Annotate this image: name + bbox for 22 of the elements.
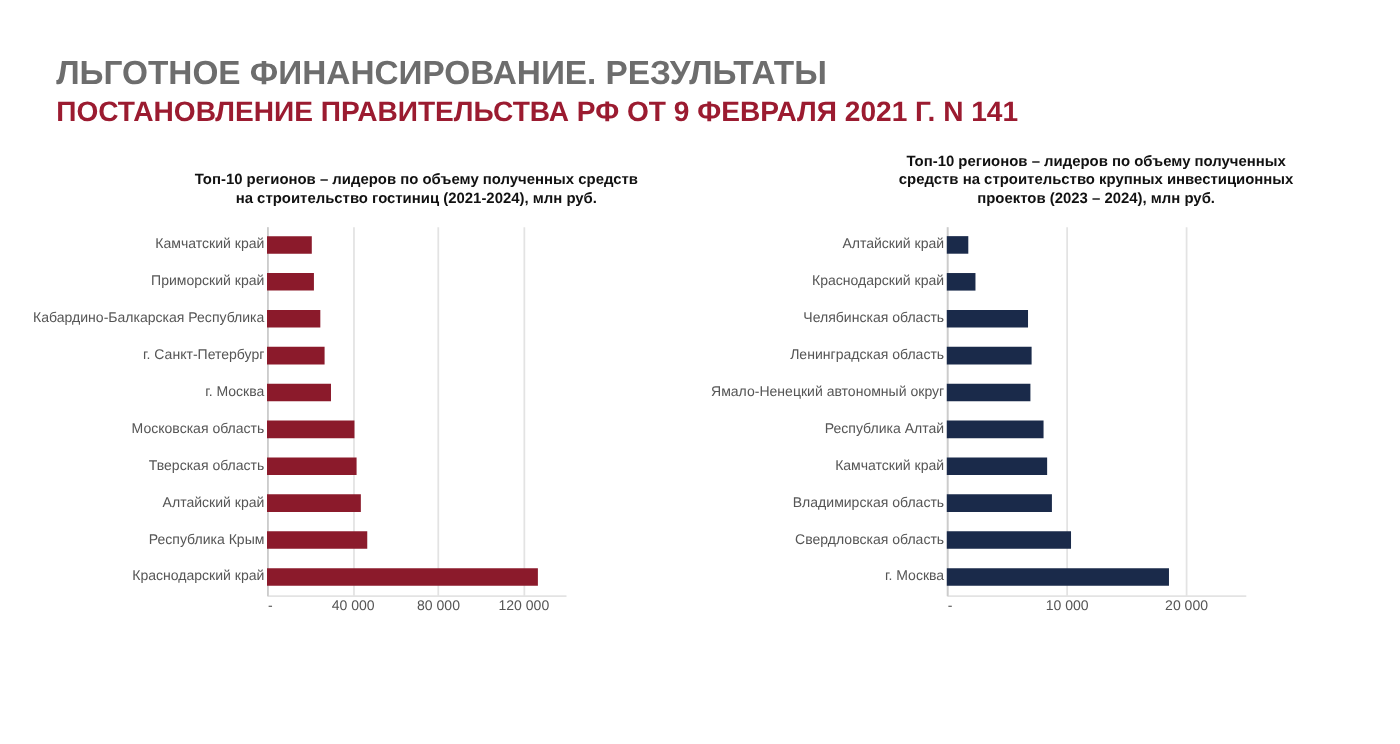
bar bbox=[267, 568, 538, 586]
bar bbox=[946, 273, 976, 291]
bar bbox=[267, 273, 314, 291]
bar bbox=[946, 494, 1052, 512]
bar bbox=[946, 309, 1029, 328]
bar bbox=[946, 346, 1032, 365]
bar bbox=[946, 457, 1048, 476]
bar bbox=[946, 568, 1169, 586]
text: ЛЬГОТНОЕ ФИНАНСИРОВАНИЕ. РЕЗУЛЬТАТЫ bbox=[56, 54, 827, 93]
bar bbox=[946, 531, 1072, 549]
bar bbox=[267, 236, 312, 254]
bar bbox=[267, 346, 325, 365]
bar bbox=[267, 383, 331, 402]
bar bbox=[267, 494, 361, 512]
bar bbox=[946, 236, 969, 254]
bar bbox=[267, 457, 357, 476]
bar bbox=[267, 309, 321, 328]
bar bbox=[946, 420, 1044, 439]
bar bbox=[267, 531, 368, 549]
text: ПОСТАНОВЛЕНИЕ ПРАВИТЕЛЬСТВА РФ ОТ 9 ФЕВРАЛЯ 2021 Г. N 141 bbox=[56, 95, 1019, 128]
bar bbox=[946, 383, 1031, 402]
bar bbox=[267, 420, 355, 439]
